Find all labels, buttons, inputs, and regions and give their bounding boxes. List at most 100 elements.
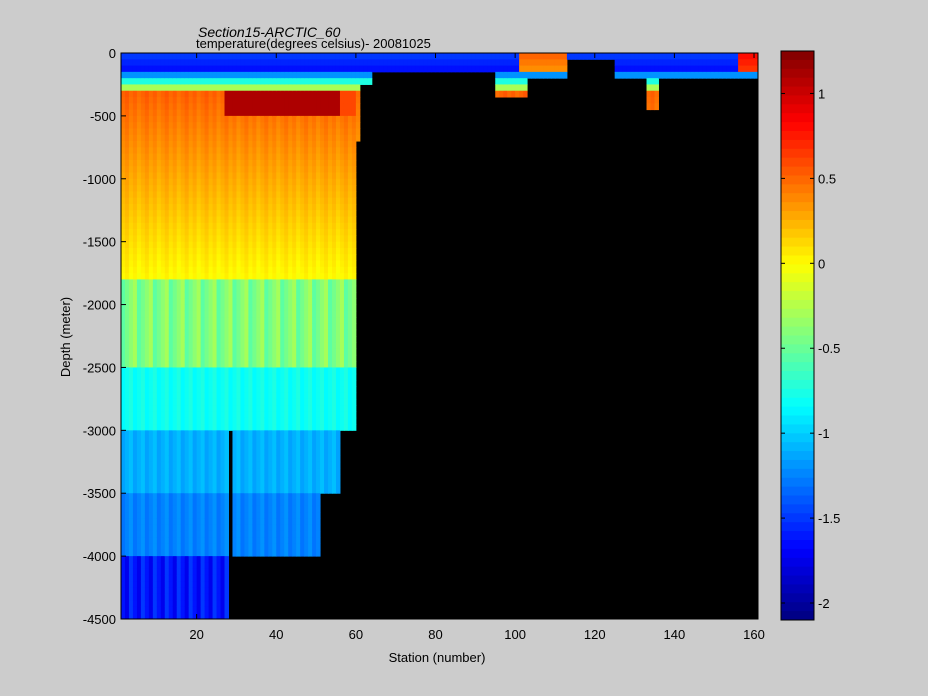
heatmap-cell <box>136 442 142 450</box>
heatmap-cell <box>236 474 241 482</box>
heatmap-cell <box>284 549 289 557</box>
heatmap-cell <box>136 172 142 180</box>
heatmap-cell <box>184 178 190 186</box>
heatmap-cell <box>224 134 229 142</box>
heatmap-cell <box>240 304 245 312</box>
heatmap-cell <box>268 537 273 545</box>
heatmap-cell <box>252 191 257 199</box>
heatmap-cell <box>248 424 253 431</box>
heatmap-cell <box>168 109 174 117</box>
heatmap-cell <box>144 323 150 331</box>
heatmap-cell <box>244 122 249 129</box>
heatmap-cell <box>180 115 186 123</box>
heatmap-cell <box>184 499 190 507</box>
heatmap-cell <box>156 424 162 431</box>
heatmap-cell <box>335 78 341 85</box>
heatmap-cell <box>308 486 313 494</box>
heatmap-cell <box>339 203 345 211</box>
heatmap-cell <box>304 348 309 356</box>
heatmap-cell <box>172 172 178 180</box>
heatmap-cell <box>248 430 253 438</box>
heatmap-cell <box>164 486 170 494</box>
heatmap-cell <box>140 480 146 488</box>
heatmap-cell <box>128 166 134 173</box>
heatmap-cell <box>260 266 265 274</box>
heatmap-cell <box>343 405 349 412</box>
heatmap-cell <box>284 90 289 98</box>
heatmap-cell <box>180 380 186 387</box>
heatmap-cell <box>280 298 285 306</box>
heatmap-cell <box>208 574 214 582</box>
heatmap-cell <box>252 373 257 381</box>
heatmap-cell <box>264 235 269 243</box>
heatmap-cell <box>168 480 174 488</box>
heatmap-cell <box>304 354 309 362</box>
heatmap-cell <box>132 587 138 595</box>
heatmap-cell <box>335 291 341 299</box>
heatmap-cell <box>316 285 321 293</box>
heatmap-cell <box>296 241 301 249</box>
heatmap-cell <box>304 524 309 532</box>
heatmap-cell <box>132 543 138 551</box>
heatmap-cell <box>140 424 146 431</box>
heatmap-cell <box>124 430 130 438</box>
heatmap-cell <box>204 367 210 375</box>
heatmap-cell <box>304 398 309 406</box>
heatmap-cell <box>144 480 150 488</box>
heatmap-cell <box>308 273 313 280</box>
heatmap-cell <box>439 65 444 73</box>
heatmap-cell <box>272 134 277 142</box>
heatmap-cell <box>156 197 162 205</box>
heatmap-cell <box>240 342 245 350</box>
heatmap-cell <box>332 285 337 293</box>
heatmap-cell <box>180 241 186 249</box>
heatmap-cell <box>224 424 229 431</box>
heatmap-cell <box>132 361 138 368</box>
heatmap-cell <box>272 59 277 67</box>
heatmap-cell <box>252 109 257 117</box>
heatmap-cell <box>168 600 174 607</box>
heatmap-cell <box>188 581 194 589</box>
heatmap-cell <box>335 216 341 224</box>
heatmap-cell <box>495 59 500 67</box>
heatmap-cell <box>427 59 433 67</box>
heatmap-cell <box>252 134 257 142</box>
heatmap-cell <box>240 291 245 299</box>
heatmap-cell <box>300 203 305 211</box>
heatmap-cell <box>132 524 138 532</box>
heatmap-cell <box>200 185 206 192</box>
heatmap-cell <box>152 512 158 519</box>
heatmap-cell <box>304 241 309 249</box>
heatmap-cell <box>332 405 337 412</box>
heatmap-cell <box>204 543 210 551</box>
heatmap-cell <box>335 203 341 211</box>
heatmap-cell <box>132 512 138 519</box>
heatmap-cell <box>136 549 142 557</box>
heatmap-cell <box>256 493 261 501</box>
heatmap-cell <box>343 260 349 268</box>
heatmap-cell <box>188 147 194 155</box>
heatmap-cell <box>216 222 222 230</box>
heatmap-cell <box>252 115 257 123</box>
heatmap-cell <box>168 392 174 400</box>
heatmap-cell <box>188 530 194 538</box>
heatmap-cell <box>276 254 281 262</box>
heatmap-cell <box>487 53 492 60</box>
heatmap-cell <box>132 235 138 243</box>
heatmap-cell <box>296 493 301 501</box>
heatmap-cell <box>332 84 337 92</box>
heatmap-cell <box>188 499 194 507</box>
heatmap-cell <box>447 65 452 73</box>
heatmap-cell <box>140 166 146 173</box>
heatmap-cell <box>328 468 333 475</box>
heatmap-cell <box>172 587 178 595</box>
heatmap-cell <box>148 59 154 67</box>
heatmap-cell <box>176 600 182 607</box>
heatmap-cell <box>124 172 130 180</box>
heatmap-cell <box>332 254 337 262</box>
heatmap-cell <box>256 291 261 299</box>
heatmap-cell <box>121 593 126 601</box>
heatmap-cell <box>240 210 245 218</box>
heatmap-cell <box>351 323 357 331</box>
heatmap-cell <box>292 298 297 306</box>
